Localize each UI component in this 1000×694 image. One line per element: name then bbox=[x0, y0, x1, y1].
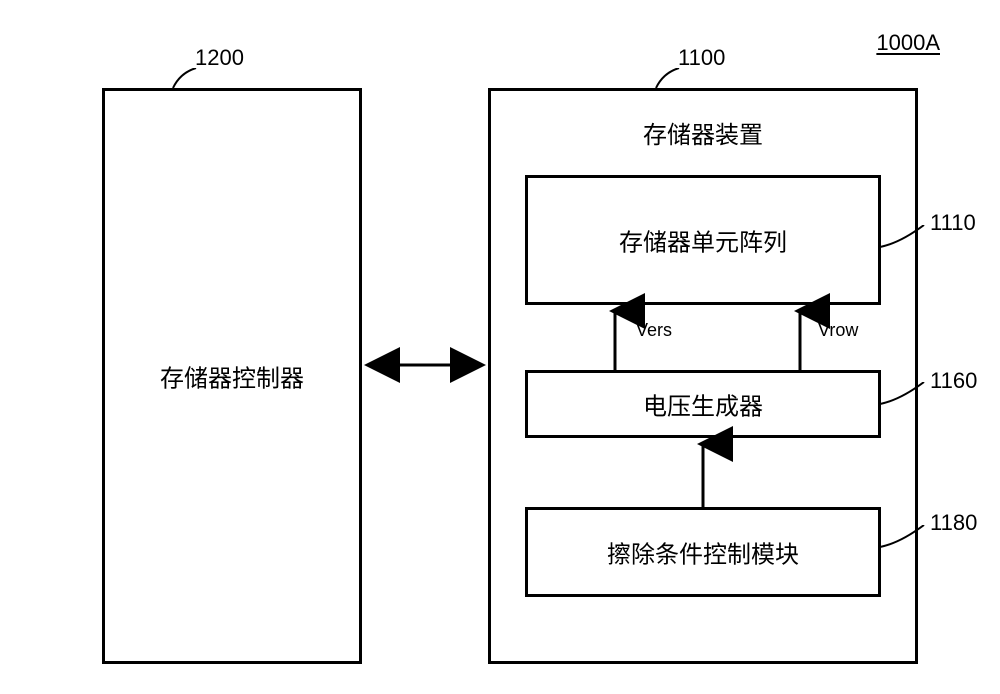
arrow-erase-to-vgen bbox=[693, 438, 713, 507]
lead-1200 bbox=[170, 68, 210, 90]
ref-1180: 1180 bbox=[930, 510, 977, 536]
lead-1100 bbox=[653, 68, 693, 90]
block-controller: 存储器控制器 bbox=[102, 88, 362, 664]
block-erase-ctrl-label: 擦除条件控制模块 bbox=[528, 535, 878, 570]
ref-1110: 1110 bbox=[930, 210, 976, 236]
lead-1160 bbox=[880, 382, 930, 407]
ref-1160: 1160 bbox=[930, 368, 977, 394]
arrow-vers bbox=[605, 305, 625, 370]
block-voltage-gen-label: 电压生成器 bbox=[528, 387, 878, 422]
arrow-bidir bbox=[362, 350, 488, 380]
block-cell-array-label: 存储器单元阵列 bbox=[528, 223, 878, 258]
arrow-vrow bbox=[790, 305, 810, 370]
block-voltage-gen: 电压生成器 bbox=[525, 370, 881, 438]
lead-1180 bbox=[880, 525, 930, 550]
lead-1110 bbox=[880, 225, 930, 250]
figure-id: 1000A bbox=[876, 30, 940, 56]
block-device-label: 存储器装置 bbox=[491, 115, 915, 150]
block-erase-ctrl: 擦除条件控制模块 bbox=[525, 507, 881, 597]
block-controller-label: 存储器控制器 bbox=[105, 359, 359, 394]
signal-vers: Vers bbox=[636, 320, 672, 341]
block-cell-array: 存储器单元阵列 bbox=[525, 175, 881, 305]
signal-vrow: Vrow bbox=[818, 320, 858, 341]
